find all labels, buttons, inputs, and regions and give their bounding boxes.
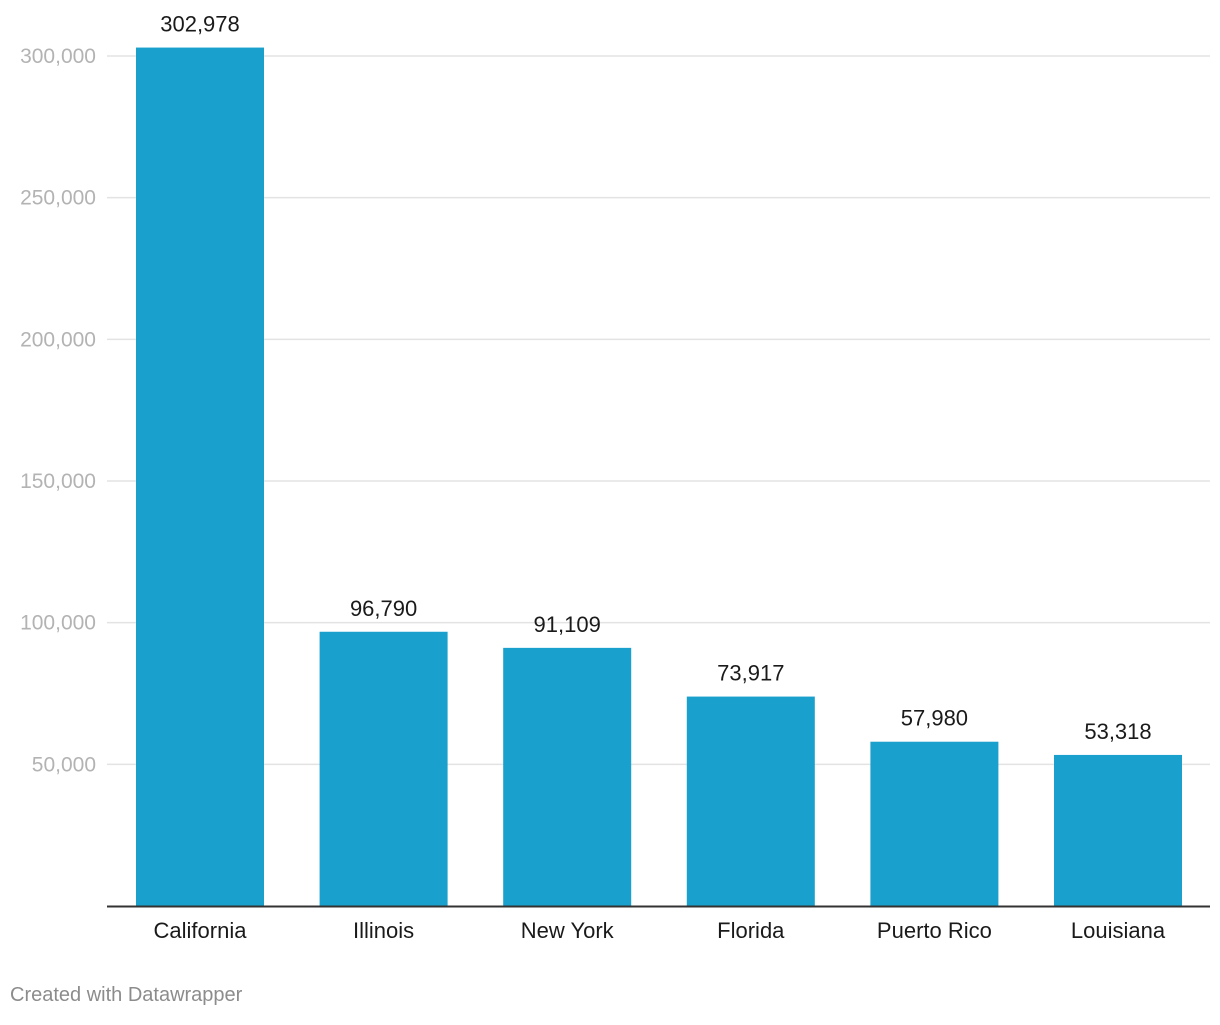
x-tick-label: Illinois xyxy=(353,918,414,943)
y-tick-label: 150,000 xyxy=(20,470,96,493)
bar-value-label: 73,917 xyxy=(717,661,784,686)
bar-new-york xyxy=(503,647,632,906)
bars xyxy=(136,47,1182,907)
y-tick-label: 50,000 xyxy=(32,753,96,776)
x-tick-label: New York xyxy=(521,918,615,943)
datawrapper-credit[interactable]: Created with Datawrapper xyxy=(10,984,243,1006)
x-tick-label: Louisiana xyxy=(1071,918,1166,943)
bar-puerto-rico xyxy=(870,741,999,906)
bar-florida xyxy=(686,696,815,906)
y-tick-label: 250,000 xyxy=(20,187,96,210)
bar-value-label: 53,318 xyxy=(1084,719,1151,744)
bar-value-label: 302,978 xyxy=(160,12,240,37)
bar-louisiana xyxy=(1054,754,1182,906)
x-tick-label: Florida xyxy=(717,918,785,943)
bar-value-label: 96,790 xyxy=(350,596,417,621)
bar-illinois xyxy=(319,631,448,906)
x-axis-ticks: California Illinois New York Florida Puerto … xyxy=(154,918,1166,943)
bar-value-label: 91,109 xyxy=(534,612,601,637)
y-axis-ticks: 50,000 100,000 150,000 200,000 250,000 300,00… xyxy=(20,45,96,776)
x-tick-label: California xyxy=(154,918,248,943)
x-tick-label: Puerto Rico xyxy=(877,918,992,943)
y-tick-label: 100,000 xyxy=(20,612,96,635)
value-labels: 302,978 96,790 91,109 73,917 57,980 53,318 xyxy=(160,12,1151,744)
bar-value-label: 57,980 xyxy=(901,706,968,731)
bar-california xyxy=(136,47,264,907)
grid-layer xyxy=(107,55,1210,766)
y-tick-label: 200,000 xyxy=(20,328,96,351)
y-tick-label: 300,000 xyxy=(20,45,96,68)
